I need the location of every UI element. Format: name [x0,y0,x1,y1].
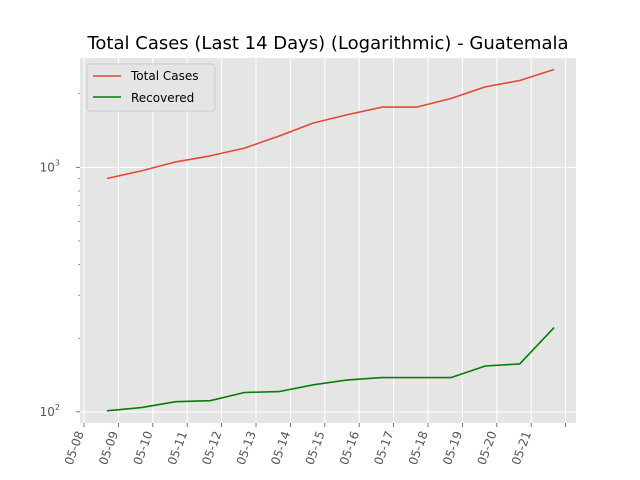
data-point-recovered [175,401,177,403]
data-point-total-cases [244,147,246,149]
data-point-total-cases [450,98,452,100]
x-tick-label: 05-17 [371,429,396,467]
data-point-recovered [381,377,383,379]
x-tick-label: 05-19 [440,429,465,467]
y-tick-label: 102 [40,403,60,419]
data-point-recovered [553,327,555,329]
data-point-total-cases [519,80,521,82]
x-tick-label: 05-18 [406,429,431,467]
data-point-total-cases [347,114,349,116]
data-point-total-cases [141,170,143,172]
chart-title: Total Cases (Last 14 Days) (Logarithmic)… [86,33,568,54]
data-point-recovered [485,365,487,367]
data-point-total-cases [278,135,280,137]
x-tick-label: 05-11 [165,429,190,467]
legend: Total Cases Recovered [86,63,216,112]
data-point-total-cases [313,122,315,124]
x-axis: 05-08 05-09 05-10 05-11 05-12 05-13 05-14 05-15… [62,423,566,467]
data-point-total-cases [175,161,177,163]
legend-label-total-cases: Total Cases [130,69,198,83]
x-tick-label: 05-20 [475,429,500,467]
x-tick-label: 05-14 [268,429,293,467]
x-tick-label: 05-15 [303,429,328,467]
data-point-recovered [519,363,521,365]
x-tick-label: 05-16 [337,429,362,467]
data-point-recovered [450,377,452,379]
data-point-total-cases [381,106,383,108]
series-line-recovered [106,327,555,412]
x-tick-label: 05-08 [62,429,87,467]
plot-area [80,58,576,423]
grid [80,58,576,423]
data-point-recovered [313,384,315,386]
x-tick-label: 05-21 [509,429,534,467]
data-point-recovered [347,379,349,381]
series-lines [106,68,555,412]
y-tick-label: 103 [40,158,60,174]
data-point-recovered [244,392,246,394]
x-tick-label: 05-09 [96,429,121,467]
legend-label-recovered: Recovered [131,91,194,105]
x-tick-label: 05-12 [199,429,224,467]
data-point-recovered [209,400,211,402]
x-tick-label: 05-10 [131,429,156,467]
data-point-total-cases [209,155,211,157]
data-point-total-cases [416,106,418,108]
data-point-recovered [106,410,108,412]
y-minor-ticks [78,93,80,339]
data-point-recovered [141,407,143,409]
data-point-total-cases [106,178,108,180]
data-point-recovered [416,377,418,379]
y-axis: 103 102 [40,158,80,419]
series-line-total-cases [106,68,555,180]
x-tick-label: 05-13 [234,429,259,467]
data-point-total-cases [553,69,555,71]
data-point-total-cases [485,86,487,88]
data-point-recovered [278,391,280,393]
